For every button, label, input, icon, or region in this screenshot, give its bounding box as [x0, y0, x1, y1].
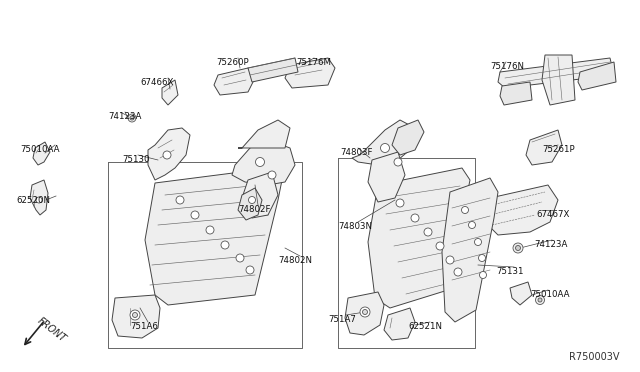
Text: 62520N: 62520N — [16, 196, 50, 205]
Polygon shape — [482, 185, 558, 235]
Text: 67466X: 67466X — [140, 78, 173, 87]
Text: 67467X: 67467X — [536, 210, 570, 219]
Text: 75261P: 75261P — [542, 145, 575, 154]
Polygon shape — [345, 292, 384, 335]
Circle shape — [246, 266, 254, 274]
Circle shape — [360, 307, 370, 317]
Polygon shape — [145, 168, 282, 305]
Circle shape — [268, 171, 276, 179]
Polygon shape — [232, 140, 295, 185]
Text: 75176M: 75176M — [296, 58, 331, 67]
Text: 74123A: 74123A — [534, 240, 568, 249]
Text: 74802F: 74802F — [238, 205, 271, 214]
Text: 75260P: 75260P — [216, 58, 248, 67]
Polygon shape — [392, 120, 424, 155]
Text: FRONT: FRONT — [36, 316, 68, 344]
Polygon shape — [510, 282, 532, 305]
Polygon shape — [112, 295, 160, 338]
Text: 75010AA: 75010AA — [530, 290, 570, 299]
Circle shape — [513, 243, 523, 253]
Circle shape — [479, 272, 486, 279]
Circle shape — [515, 246, 520, 250]
Circle shape — [474, 238, 481, 246]
Polygon shape — [285, 58, 335, 88]
Text: 75131: 75131 — [496, 267, 524, 276]
Circle shape — [436, 242, 444, 250]
Circle shape — [132, 312, 138, 317]
Circle shape — [538, 298, 542, 302]
Polygon shape — [238, 188, 262, 220]
Circle shape — [362, 310, 367, 314]
Polygon shape — [542, 55, 575, 105]
Polygon shape — [248, 58, 298, 82]
Circle shape — [394, 158, 402, 166]
Polygon shape — [33, 142, 50, 165]
Circle shape — [36, 197, 42, 203]
Circle shape — [468, 221, 476, 228]
Text: 74123A: 74123A — [108, 112, 141, 121]
Circle shape — [130, 310, 140, 320]
Text: 75130: 75130 — [122, 155, 150, 164]
Circle shape — [221, 241, 229, 249]
Circle shape — [381, 144, 390, 153]
Text: 75010AA: 75010AA — [20, 145, 60, 154]
Polygon shape — [578, 62, 616, 90]
Polygon shape — [498, 58, 614, 88]
Polygon shape — [214, 68, 255, 95]
Circle shape — [236, 254, 244, 262]
Polygon shape — [368, 168, 470, 308]
Circle shape — [130, 116, 134, 120]
Polygon shape — [500, 82, 532, 105]
Text: R750003V: R750003V — [570, 352, 620, 362]
Circle shape — [461, 206, 468, 214]
Text: 751A6: 751A6 — [130, 322, 158, 331]
Circle shape — [248, 196, 255, 203]
Text: 75176N: 75176N — [490, 62, 524, 71]
Polygon shape — [526, 130, 562, 165]
Circle shape — [191, 211, 199, 219]
Polygon shape — [242, 172, 278, 218]
Text: 751A7: 751A7 — [328, 315, 356, 324]
Polygon shape — [442, 178, 498, 322]
Text: 74803F: 74803F — [340, 148, 372, 157]
Text: 74803N: 74803N — [338, 222, 372, 231]
Circle shape — [255, 157, 264, 167]
Circle shape — [128, 114, 136, 122]
Circle shape — [454, 268, 462, 276]
Circle shape — [163, 151, 171, 159]
Polygon shape — [384, 308, 415, 340]
Circle shape — [411, 214, 419, 222]
Circle shape — [396, 199, 404, 207]
Polygon shape — [162, 80, 178, 105]
Polygon shape — [352, 120, 415, 165]
Circle shape — [176, 196, 184, 204]
Polygon shape — [148, 128, 190, 180]
Circle shape — [424, 228, 432, 236]
Text: 62521N: 62521N — [408, 322, 442, 331]
Polygon shape — [30, 180, 48, 215]
Circle shape — [536, 295, 545, 305]
Polygon shape — [368, 152, 405, 202]
Text: 74802N: 74802N — [278, 256, 312, 265]
Circle shape — [479, 254, 486, 262]
Polygon shape — [238, 120, 290, 148]
Circle shape — [446, 256, 454, 264]
Circle shape — [206, 226, 214, 234]
